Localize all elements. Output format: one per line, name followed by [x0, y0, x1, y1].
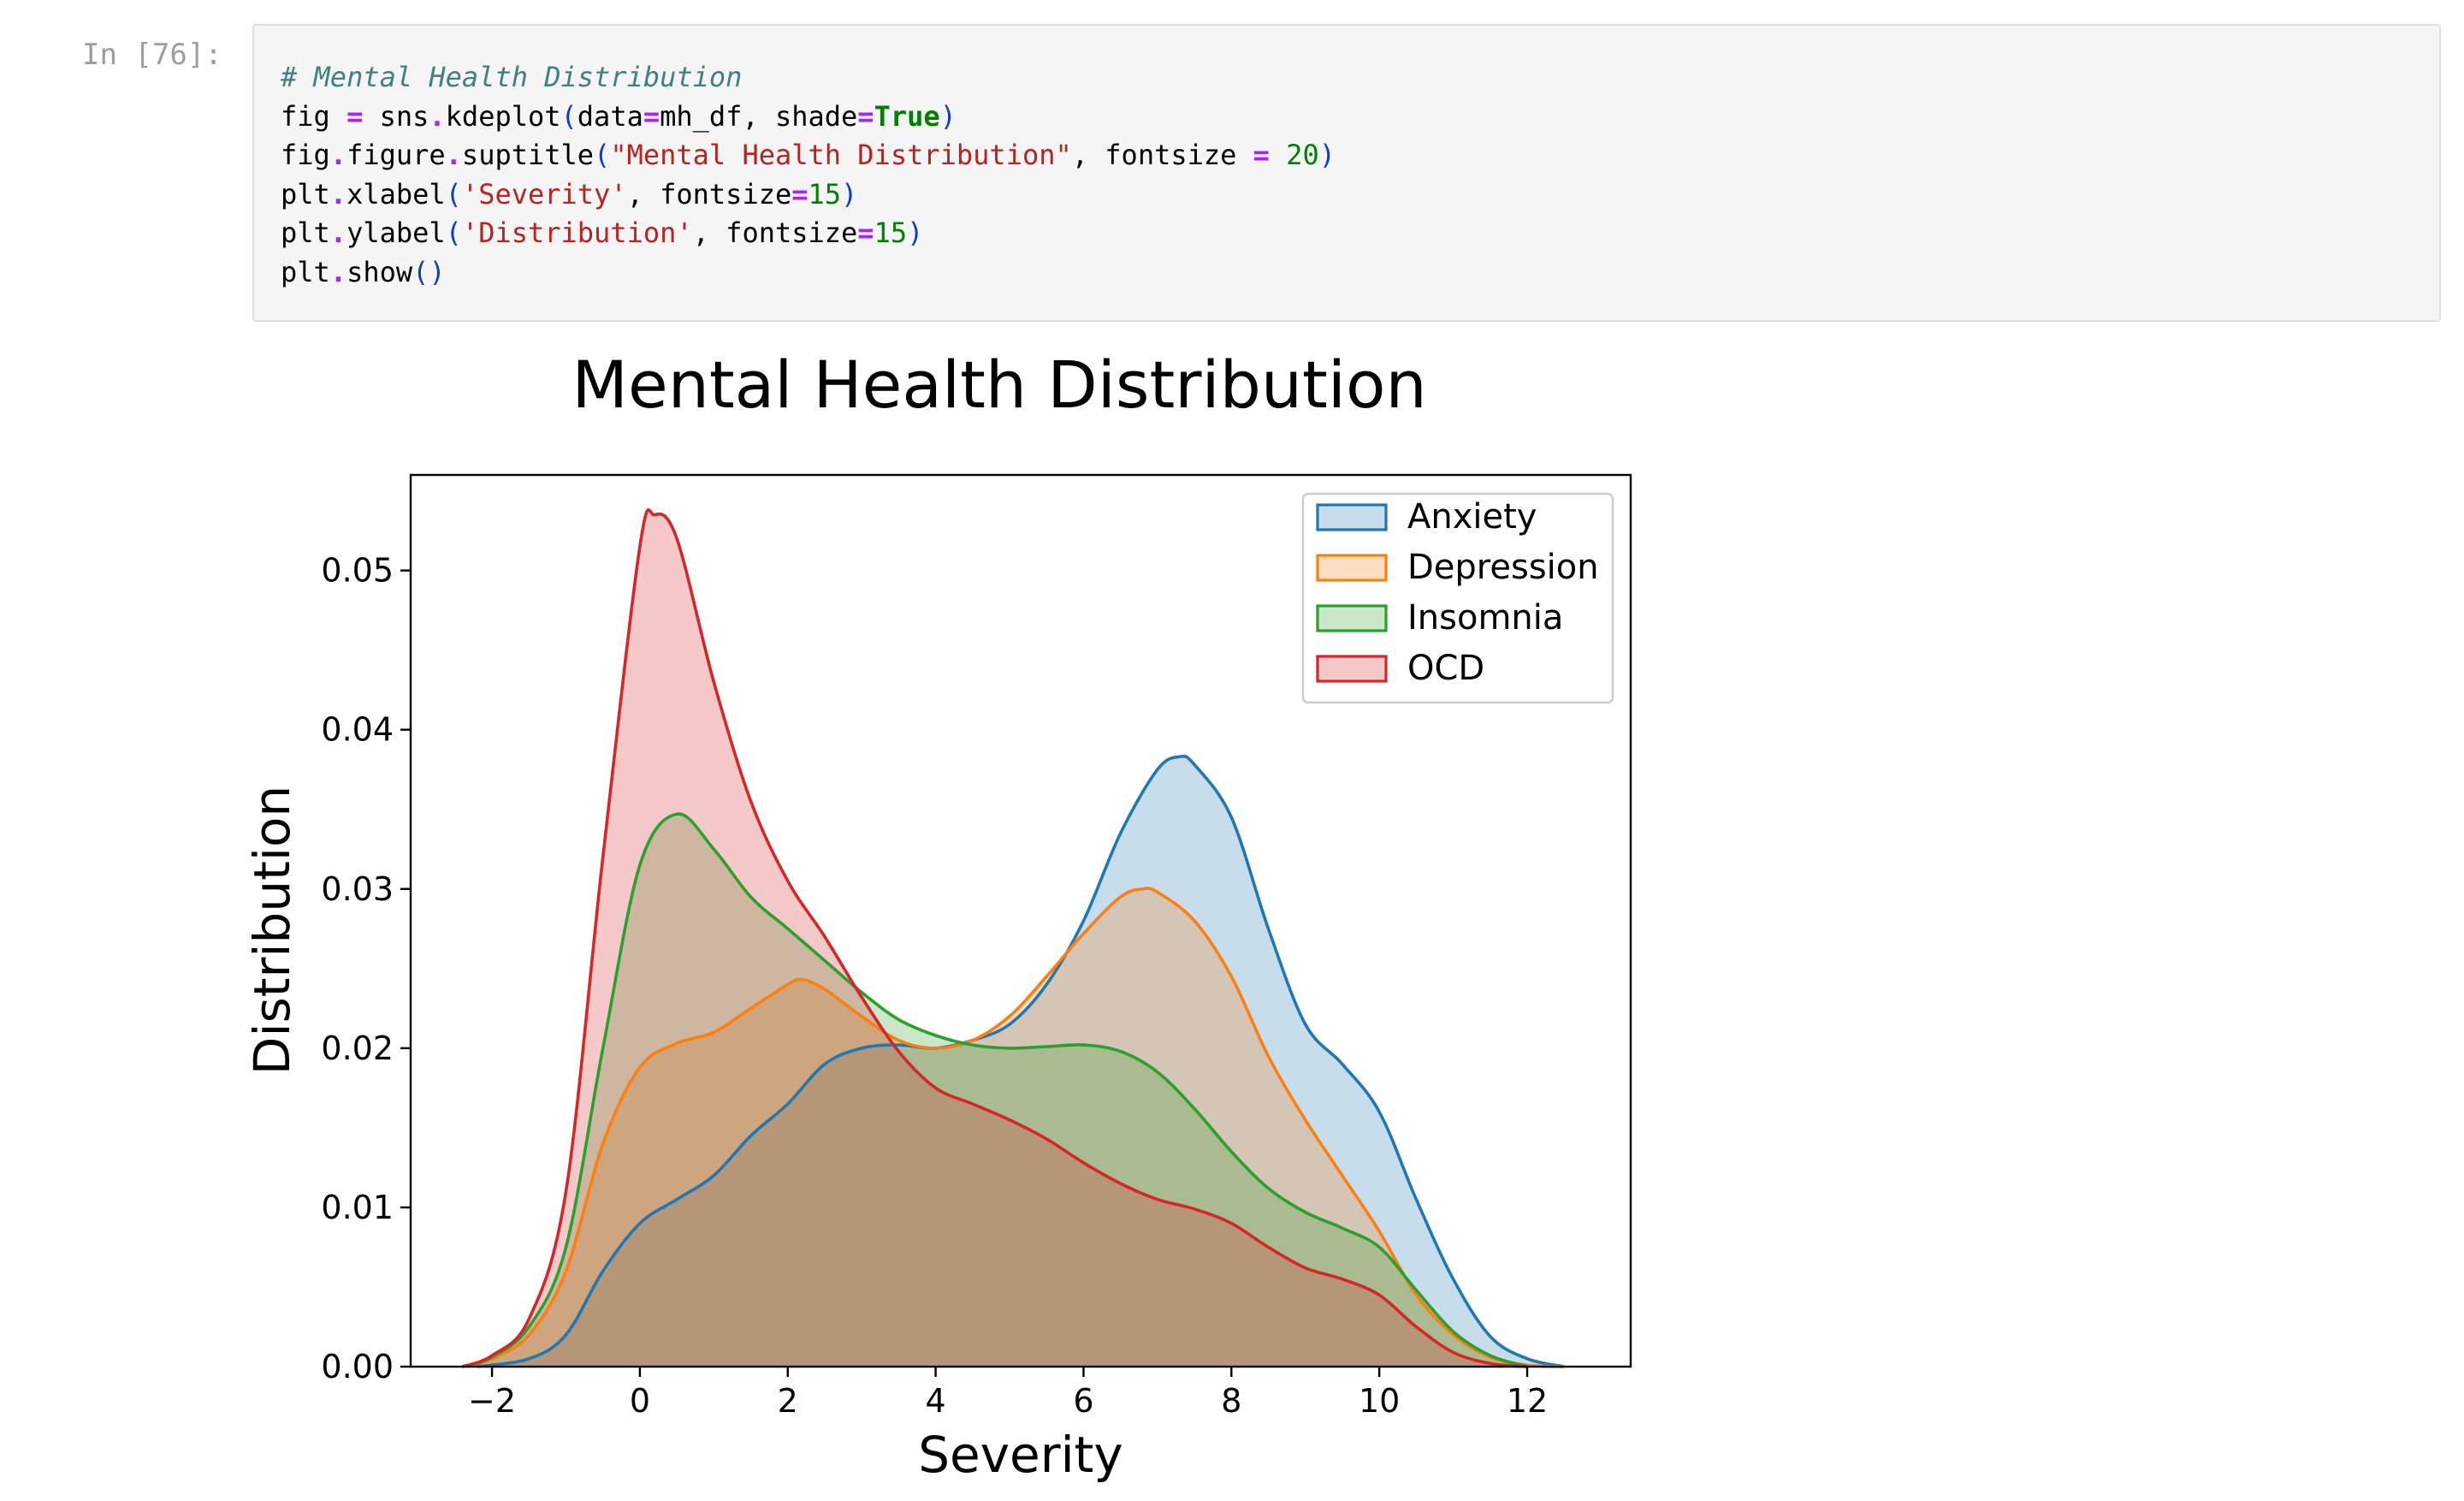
y-tick-label: 0.05 [321, 552, 394, 590]
density-areas [462, 509, 1565, 1367]
density-lines [461, 507, 1565, 1368]
legend: Anxiety Depression Insomnia OCD [1301, 492, 1614, 704]
legend-label-depression: Depression [1407, 548, 1599, 587]
x-tick-label: −2 [468, 1382, 516, 1420]
code-cell-editor[interactable]: # Mental Health Distribution fig = sns.k… [252, 24, 2441, 322]
y-tick-label: 0.03 [321, 870, 394, 908]
y-tick-label: 0.00 [321, 1348, 394, 1385]
density-line-ocd [461, 507, 1528, 1368]
code-text: # Mental Health Distribution fig = sns.k… [281, 61, 1336, 288]
x-tick-label: 2 [778, 1382, 798, 1420]
x-axis-label: Severity [918, 1426, 1123, 1484]
density-line-insomnia [461, 812, 1528, 1368]
y-tick-label: 0.04 [321, 711, 394, 749]
code-comment: # Mental Health Distribution [281, 61, 743, 93]
legend-box [1301, 492, 1614, 704]
x-tick-label: 6 [1073, 1382, 1093, 1420]
y-tick-label: 0.01 [321, 1189, 394, 1226]
legend-label-insomnia: Insomnia [1407, 598, 1563, 638]
density-line-depression [462, 887, 1565, 1368]
density-area-insomnia [462, 814, 1527, 1367]
legend-swatch-depression [1316, 554, 1388, 582]
x-tick-label: 12 [1507, 1382, 1548, 1420]
legend-swatch-insomnia [1316, 604, 1388, 632]
density-area-anxiety [477, 756, 1565, 1367]
legend-swatch-ocd [1316, 655, 1388, 683]
y-axis-label: Distribution [243, 786, 301, 1075]
x-ticks: −2 0 2 4 6 8 10 12 [468, 1367, 1548, 1420]
legend-label-ocd: OCD [1407, 649, 1484, 688]
x-tick-label: 0 [630, 1382, 650, 1420]
cell-prompt: In [76]: [82, 38, 222, 72]
y-ticks: 0.00 0.01 0.02 0.03 0.04 0.05 [321, 552, 411, 1385]
x-tick-label: 10 [1359, 1382, 1400, 1420]
density-area-depression [462, 887, 1565, 1367]
density-area-ocd [462, 509, 1527, 1367]
y-tick-label: 0.02 [321, 1029, 394, 1067]
plot-frame [409, 473, 1632, 1368]
x-tick-label: 8 [1221, 1382, 1241, 1420]
x-tick-label: 4 [926, 1382, 946, 1420]
density-line-anxiety [477, 754, 1565, 1368]
legend-label-anxiety: Anxiety [1407, 497, 1537, 537]
legend-swatch-anxiety [1316, 503, 1388, 531]
chart-title: Mental Health Distribution [572, 347, 1426, 423]
